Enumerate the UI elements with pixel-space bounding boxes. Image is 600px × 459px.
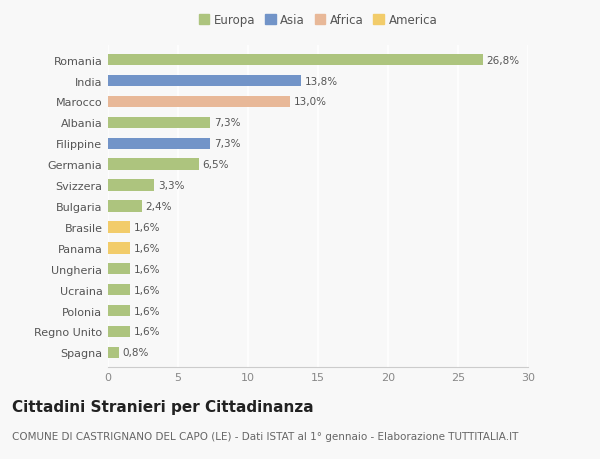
Text: 1,6%: 1,6% — [134, 223, 160, 232]
Bar — [108, 96, 290, 108]
Bar — [108, 159, 199, 171]
Bar — [108, 138, 210, 150]
Bar — [108, 242, 130, 254]
Text: 1,6%: 1,6% — [134, 327, 160, 337]
Text: 0,8%: 0,8% — [123, 347, 149, 358]
Text: 3,3%: 3,3% — [158, 181, 184, 190]
Text: 13,0%: 13,0% — [293, 97, 326, 107]
Text: 7,3%: 7,3% — [214, 139, 240, 149]
Text: 2,4%: 2,4% — [145, 202, 172, 212]
Bar — [108, 305, 130, 317]
Bar — [108, 222, 130, 233]
Text: 7,3%: 7,3% — [214, 118, 240, 128]
Bar — [108, 180, 154, 191]
Bar — [108, 347, 119, 358]
Bar — [108, 201, 142, 212]
Bar — [108, 76, 301, 87]
Bar — [108, 55, 483, 66]
Text: 26,8%: 26,8% — [487, 56, 520, 66]
Bar — [108, 284, 130, 296]
Bar — [108, 263, 130, 275]
Text: 1,6%: 1,6% — [134, 285, 160, 295]
Text: Cittadini Stranieri per Cittadinanza: Cittadini Stranieri per Cittadinanza — [12, 399, 314, 414]
Bar — [108, 326, 130, 337]
Text: COMUNE DI CASTRIGNANO DEL CAPO (LE) - Dati ISTAT al 1° gennaio - Elaborazione TU: COMUNE DI CASTRIGNANO DEL CAPO (LE) - Da… — [12, 431, 518, 442]
Text: 13,8%: 13,8% — [305, 76, 338, 86]
Text: 1,6%: 1,6% — [134, 243, 160, 253]
Text: 1,6%: 1,6% — [134, 264, 160, 274]
Legend: Europa, Asia, Africa, America: Europa, Asia, Africa, America — [195, 11, 441, 30]
Text: 1,6%: 1,6% — [134, 306, 160, 316]
Bar — [108, 118, 210, 129]
Text: 6,5%: 6,5% — [202, 160, 229, 170]
